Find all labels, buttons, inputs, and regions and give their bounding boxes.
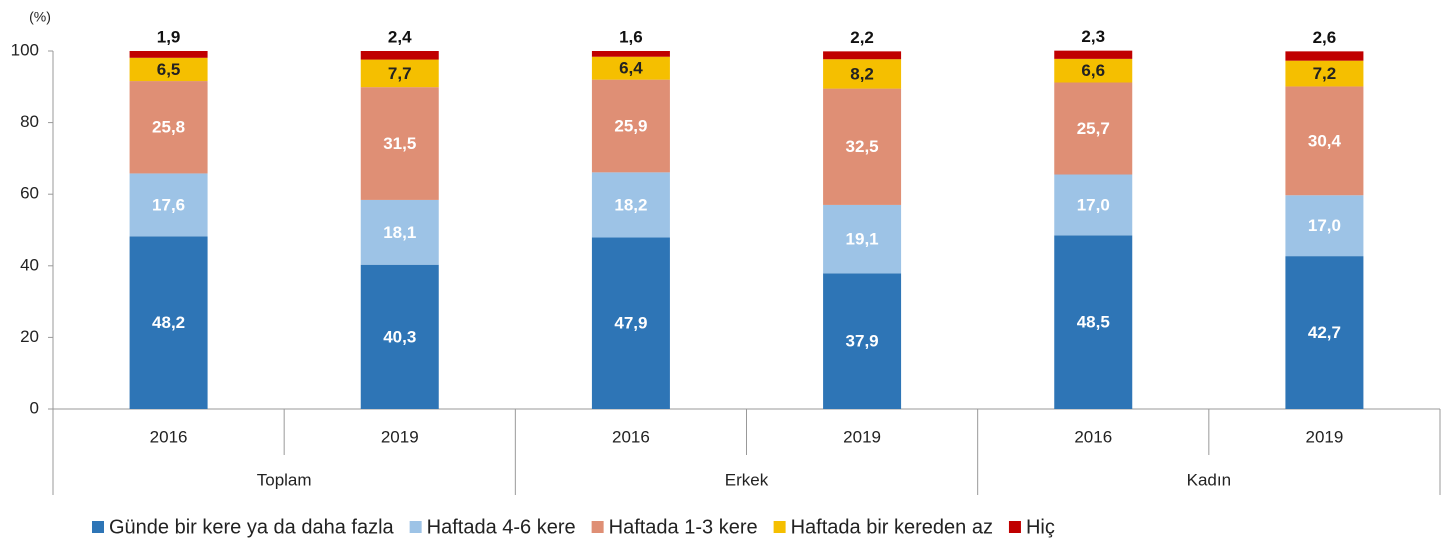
data-label: 19,1 (846, 230, 879, 249)
data-label: 18,1 (383, 223, 416, 242)
bar-segment (1285, 256, 1364, 409)
legend-swatch (591, 521, 604, 533)
bar-segment (129, 51, 208, 58)
data-label: 17,6 (152, 195, 185, 214)
x-tick-label: 2016 (150, 427, 188, 446)
bar-segment (591, 51, 670, 57)
bar-segment (1054, 82, 1133, 175)
y-tick-label: 100 (11, 40, 39, 59)
data-label: 30,4 (1308, 131, 1342, 150)
data-label: 17,0 (1308, 216, 1341, 235)
bar-segment (129, 57, 208, 82)
x-tick-label: 2016 (612, 427, 650, 446)
data-label: 31,5 (383, 134, 416, 153)
data-label: 2,4 (388, 27, 412, 46)
data-label: 6,5 (157, 60, 181, 79)
data-label: 2,6 (1313, 28, 1337, 47)
y-tick-label: 20 (20, 327, 39, 346)
data-label: 48,2 (152, 313, 185, 332)
data-label: 6,6 (1081, 61, 1105, 80)
bar-segment (129, 236, 208, 409)
y-tick-label: 80 (20, 112, 39, 131)
bar-segment (360, 59, 439, 88)
data-label: 2,2 (850, 28, 874, 47)
data-label: 40,3 (383, 327, 416, 346)
bar-segment (360, 264, 439, 409)
legend-swatch (409, 521, 422, 533)
legend-swatch (92, 521, 104, 533)
bar-segment (823, 51, 902, 60)
data-label: 7,2 (1313, 64, 1337, 83)
x-tick-label: 2016 (1074, 427, 1112, 446)
bar-segment (823, 59, 902, 89)
legend-label: Haftada bir kereden az (791, 516, 993, 538)
legend-label: Hiç (1026, 516, 1055, 538)
data-label: 42,7 (1308, 323, 1341, 342)
y-axis-label: (%) (29, 9, 51, 25)
data-label: 7,7 (388, 64, 412, 83)
bar-segment (1054, 174, 1133, 236)
bar-segment (1285, 51, 1364, 61)
group-label: Toplam (257, 470, 312, 489)
bar-segment (823, 88, 902, 205)
data-label: 8,2 (850, 64, 874, 83)
bar-segment (1054, 235, 1133, 409)
bar-segment (129, 81, 208, 174)
y-tick-label: 40 (20, 255, 39, 274)
bar-segment (591, 172, 670, 238)
data-label: 2,3 (1081, 27, 1105, 46)
bar-segment (823, 273, 902, 409)
bar-segment (129, 173, 208, 237)
bar-segment (823, 204, 902, 274)
legend-label: Günde bir kere ya da daha fazla (109, 516, 395, 538)
bar-segment (360, 87, 439, 200)
bar-segment (360, 51, 439, 60)
data-label: 48,5 (1077, 313, 1110, 332)
group-label: Kadın (1187, 470, 1231, 489)
bar-segment (1285, 195, 1364, 257)
data-label: 6,4 (619, 59, 643, 78)
data-label: 18,2 (614, 195, 647, 214)
bar-segment (591, 56, 670, 80)
group-label: Erkek (725, 470, 769, 489)
x-tick-label: 2019 (843, 427, 881, 446)
y-tick-label: 0 (30, 398, 39, 417)
legend-label: Haftada 1-3 kere (609, 516, 758, 538)
data-label: 1,6 (619, 27, 643, 46)
bar-segment (591, 79, 670, 173)
data-label: 17,0 (1077, 195, 1110, 214)
bar-segment (1054, 50, 1133, 59)
data-label: 1,9 (157, 27, 181, 46)
bar-segment (591, 237, 670, 409)
x-tick-label: 2019 (1306, 427, 1344, 446)
bar-segment (1285, 86, 1364, 196)
bar-segment (1054, 58, 1133, 83)
data-label: 47,9 (614, 314, 647, 333)
bar-segment (360, 199, 439, 265)
data-label: 25,9 (614, 116, 647, 135)
data-label: 25,8 (152, 118, 185, 137)
data-label: 25,7 (1077, 119, 1110, 138)
data-label: 32,5 (846, 137, 879, 156)
data-label: 37,9 (846, 332, 879, 351)
y-tick-label: 60 (20, 184, 39, 203)
legend-label: Haftada 4-6 kere (427, 516, 576, 538)
bar-segment (1285, 60, 1364, 87)
legend-swatch (1008, 521, 1021, 533)
x-tick-label: 2019 (381, 427, 419, 446)
legend-swatch (773, 521, 786, 533)
